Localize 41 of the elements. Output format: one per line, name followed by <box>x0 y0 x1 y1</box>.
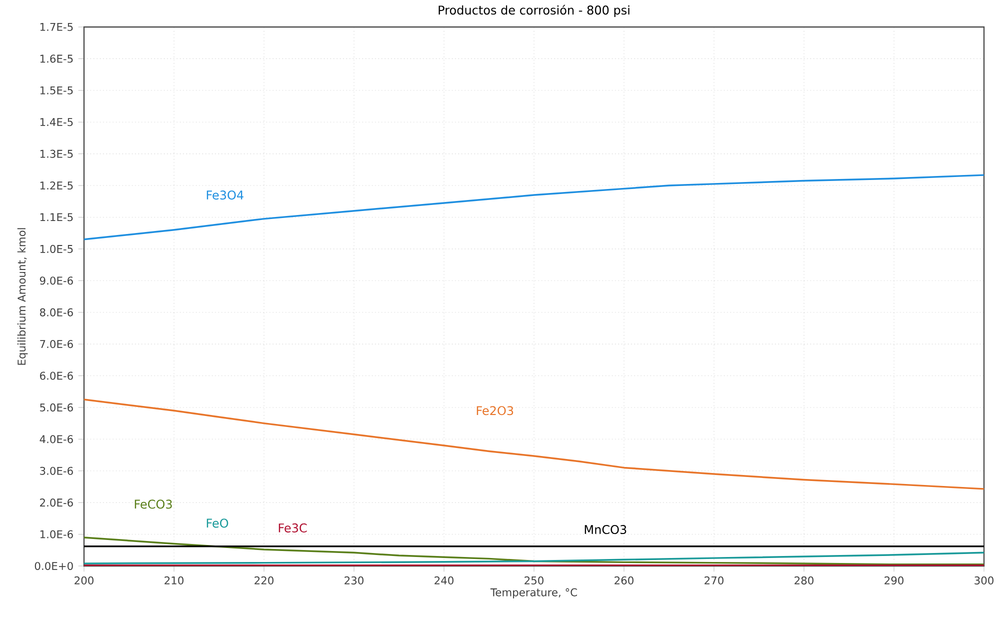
y-tick-label: 7.0E-6 <box>40 340 73 348</box>
y-tick-label: 9.0E-6 <box>40 276 73 285</box>
y-tick-label: 0.0E+0 <box>34 562 73 570</box>
x-tick-label: 210 <box>164 576 184 584</box>
y-tick-label: 1.3E-5 <box>40 150 73 158</box>
y-axis-title: Equilibrium Amount, kmol <box>17 228 28 365</box>
y-tick-label: 1.2E-5 <box>40 181 73 190</box>
line-series <box>84 398 984 490</box>
y-tick-label: 1.0E-5 <box>40 244 73 253</box>
y-tick-label: 1.5E-5 <box>40 86 73 94</box>
y-tick-label: 1.4E-5 <box>40 118 73 126</box>
y-tick-label: 3.0E-6 <box>40 466 73 475</box>
text: FeO <box>206 518 228 528</box>
y-tick-label: 4.0E-6 <box>40 435 73 444</box>
x-tick-label: 290 <box>884 576 904 584</box>
x-tick-label: 260 <box>614 576 634 584</box>
x-tick-label: 250 <box>524 576 544 584</box>
line-series <box>84 536 984 566</box>
x-tick-label: 300 <box>974 576 994 584</box>
x-tick-label: 220 <box>254 576 274 584</box>
y-tick-label: 1.1E-5 <box>40 213 73 222</box>
text: Fe2O3 <box>476 406 514 416</box>
x-tick-label: 280 <box>794 576 814 584</box>
x-tick-label: 270 <box>704 576 724 584</box>
x-tick-label: 200 <box>74 576 94 584</box>
y-tick-label: 1.6E-5 <box>40 54 73 63</box>
y-tick-label: 8.0E-6 <box>40 308 73 316</box>
chart-title: Productos de corrosión - 800 psi <box>438 4 630 17</box>
text: Fe3C <box>278 523 307 532</box>
line-series <box>84 174 984 240</box>
x-axis-title: Temperature, °C <box>490 588 577 598</box>
x-tick-label: 240 <box>434 576 454 584</box>
series-label: Fe3O4 <box>206 190 244 200</box>
x-tick-label: 230 <box>344 576 364 584</box>
text: FeCO3 <box>134 500 172 509</box>
y-tick-label: 2.0E-6 <box>40 498 73 507</box>
y-tick-label: 6.0E-6 <box>40 372 73 380</box>
y-tick-label: 5.0E-6 <box>40 403 73 412</box>
y-tick-label: 1.7E-5 <box>40 23 73 31</box>
series-label: MnCO3 <box>584 524 626 534</box>
y-tick-label: 1.0E-6 <box>40 530 73 538</box>
